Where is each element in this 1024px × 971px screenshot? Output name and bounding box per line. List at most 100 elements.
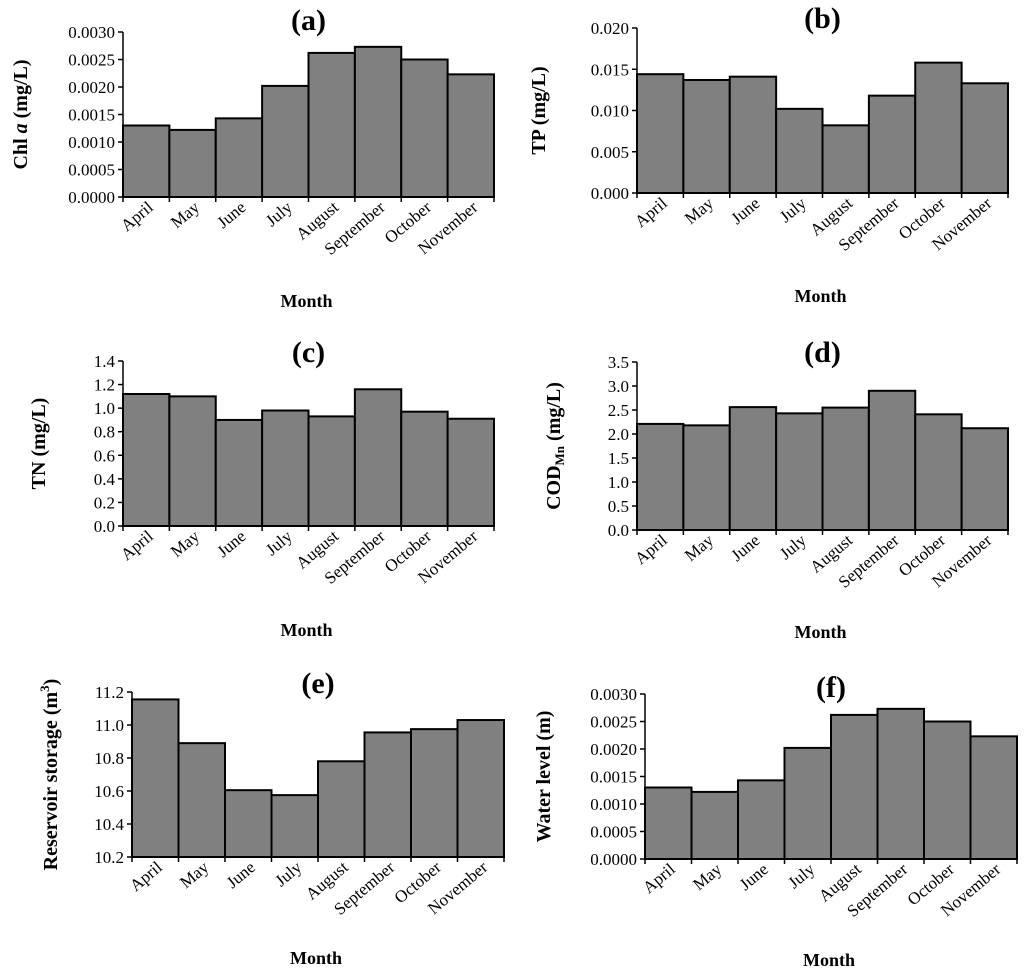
x-tick-label: May (176, 857, 212, 892)
x-axis-label: Month (794, 286, 846, 306)
bar-october (914, 413, 963, 532)
bar-november (446, 417, 495, 527)
x-tick-label: July (776, 530, 810, 563)
bar-april (636, 422, 685, 532)
bar-june (224, 789, 273, 858)
bar-august (307, 51, 356, 199)
bar-may (682, 424, 731, 531)
y-tick-label: 0.2 (94, 493, 115, 512)
bar-august (317, 760, 366, 858)
x-tick-label: May (681, 193, 717, 228)
chart-panel-4: 0.0 0.5 1.0 1.5 2.0 2.5 3.0 3.5 April May June July… (543, 336, 1009, 642)
x-tick-label: July (271, 857, 305, 890)
y-tick-label: 10.2 (94, 848, 124, 867)
y-tick-label: 0.020 (591, 19, 629, 38)
x-tick-label: July (262, 526, 296, 559)
bar-june (214, 418, 264, 527)
y-tick-label: 2.0 (608, 425, 629, 444)
x-axis-label: Month (280, 620, 332, 640)
chart-panel-5: 10.2 10.4 10.6 10.8 11.0 11.2 April May June July… (37, 667, 505, 968)
y-tick-label: 0.015 (591, 60, 629, 79)
x-tick-label: April (631, 530, 671, 568)
x-tick-label: June (727, 194, 763, 229)
y-tick-label: 10.8 (94, 749, 124, 768)
x-axis-label: Month (794, 622, 846, 642)
y-tick-label: 0.0000 (68, 188, 115, 207)
x-axis-label: Month (290, 948, 342, 968)
x-axis-label: Month (280, 291, 332, 311)
x-tick-label: May (167, 526, 203, 561)
bar-april (644, 786, 693, 860)
bar-november (960, 427, 1009, 531)
bar-july (775, 412, 824, 531)
y-axis-label: Chl a (mg/L) (10, 59, 32, 169)
bar-april (122, 393, 171, 527)
bar-may (690, 790, 739, 861)
bar-october (400, 58, 449, 198)
y-tick-label: 0.0 (608, 521, 629, 540)
bar-may (177, 742, 226, 859)
y-axis-label: TN (mg/L) (28, 398, 50, 490)
x-tick-label: June (213, 527, 249, 562)
bar-april (636, 73, 685, 194)
y-tick-label: 1.0 (608, 473, 629, 492)
bar-october (410, 728, 459, 858)
y-tick-label: 3.0 (608, 377, 629, 396)
y-axis-label: CODMn (mg/L) (543, 382, 567, 510)
bar-august (821, 406, 870, 532)
y-tick-label: 10.6 (94, 782, 124, 801)
y-tick-label: 0.6 (94, 446, 115, 465)
y-tick-label: 2.5 (608, 401, 629, 420)
bar-june (214, 117, 264, 198)
y-tick-label: 11.0 (95, 716, 124, 735)
x-tick-label: May (167, 197, 203, 232)
x-tick-label: July (784, 859, 818, 892)
chart-panel-1: 0.0000 0.0005 0.0010 0.0015 0.0020 0.0025 0.00… (10, 4, 495, 311)
bar-september (353, 45, 403, 198)
bar-june (728, 75, 778, 194)
y-tick-label: 1.2 (94, 376, 115, 395)
y-tick-label: 0.8 (94, 423, 115, 442)
bar-november (446, 73, 495, 198)
x-tick-label: April (117, 526, 157, 564)
y-tick-label: 0.0010 (68, 133, 115, 152)
y-tick-label: 10.4 (94, 815, 124, 834)
bar-june (737, 779, 786, 860)
bar-november (456, 719, 505, 858)
bar-november (960, 82, 1009, 194)
x-tick-label: July (262, 197, 296, 230)
bar-october (400, 410, 449, 527)
x-tick-label: June (223, 858, 259, 893)
y-tick-label: 0.0025 (590, 713, 637, 732)
x-tick-label: April (639, 859, 679, 897)
bar-september (867, 94, 917, 194)
y-tick-label: 1.5 (608, 449, 629, 468)
y-tick-label: 0.0 (94, 517, 115, 536)
y-tick-label: 0.0015 (590, 768, 637, 787)
bar-june (728, 406, 778, 531)
y-tick-label: 0.0020 (590, 740, 637, 759)
y-tick-label: 0.0000 (590, 850, 637, 869)
y-tick-label: 0.005 (591, 143, 629, 162)
y-axis-label: Reservoir storage (m3) (37, 679, 62, 871)
panel-title: (a) (291, 4, 326, 37)
y-tick-label: 0.000 (591, 184, 629, 203)
x-tick-label: April (631, 193, 671, 231)
x-tick-label: July (776, 193, 810, 226)
panel-title: (d) (804, 336, 841, 369)
x-tick-label: April (126, 857, 166, 895)
x-tick-label: June (727, 531, 763, 566)
bar-may (682, 78, 731, 194)
x-tick-label: May (689, 859, 725, 894)
bar-august (821, 124, 870, 194)
bar-september (867, 389, 917, 531)
y-tick-label: 0.0020 (68, 78, 115, 97)
y-tick-label: 1.0 (94, 399, 115, 418)
bar-may (168, 395, 217, 527)
panel-title: (b) (804, 2, 841, 35)
chart-panel-2: 0.000 0.005 0.010 0.015 0.020 April May June Jul… (528, 2, 1009, 306)
y-tick-label: 0.4 (94, 470, 116, 489)
panel-title: (e) (301, 667, 334, 700)
x-tick-label: April (117, 197, 157, 235)
